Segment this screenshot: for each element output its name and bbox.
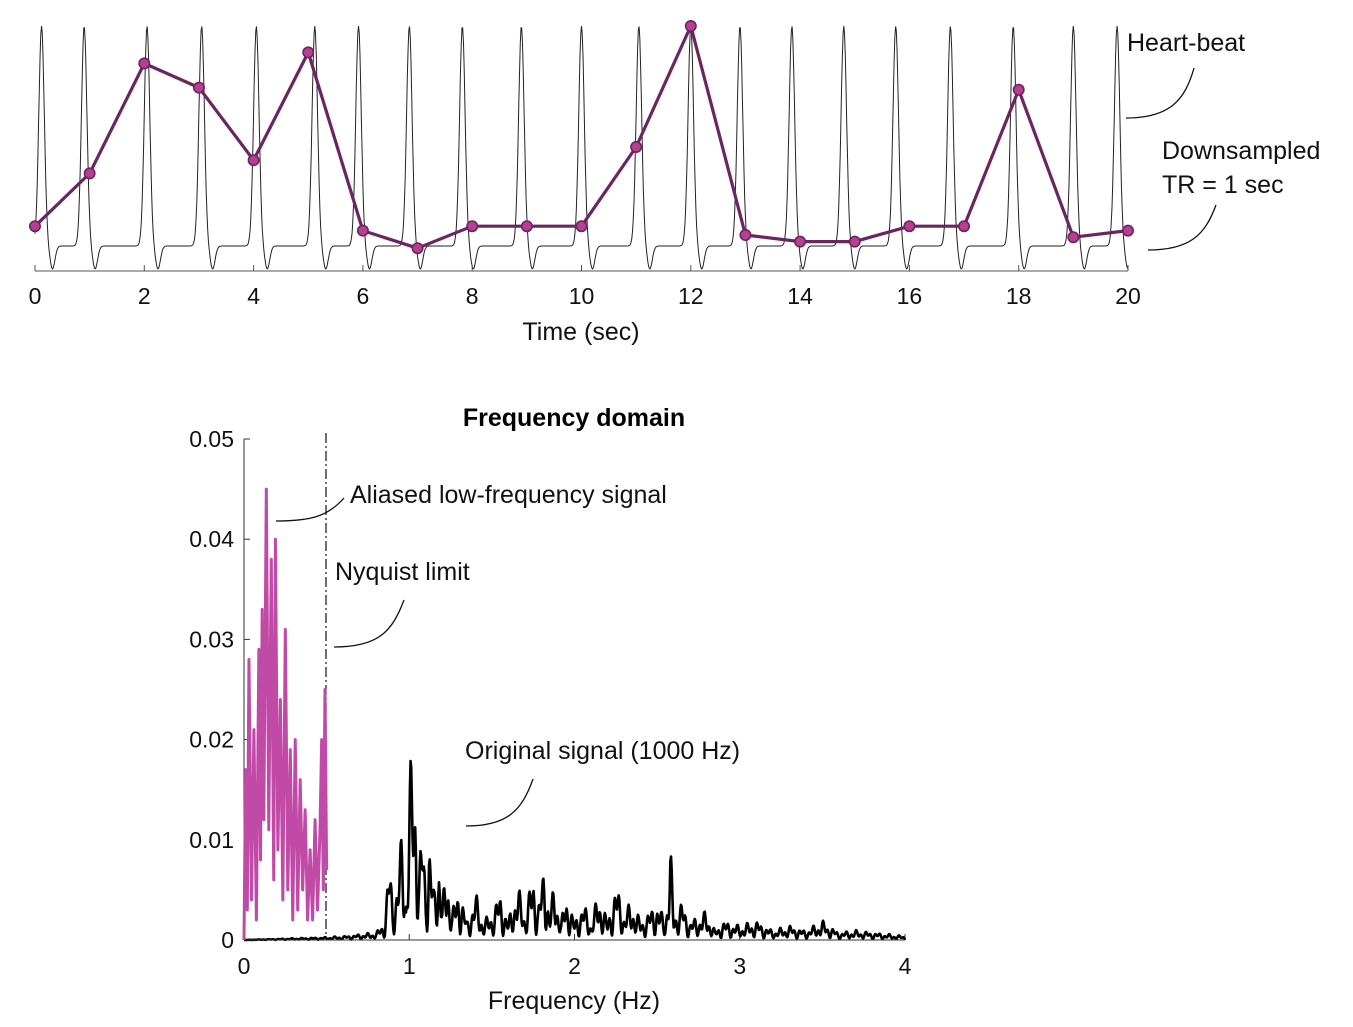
amplitude-tick-label: 0.05 <box>189 426 234 452</box>
heartbeat-trace-group <box>34 25 1129 270</box>
time-tick-label: 0 <box>29 283 42 309</box>
heartbeat-annotation-leader <box>1125 67 1195 119</box>
amplitude-tick-label: 0.01 <box>189 827 234 853</box>
downsampled-point <box>739 229 752 242</box>
downsampled-point <box>684 19 697 32</box>
frequency-tick-label: 0 <box>238 953 251 979</box>
downsampled-point <box>28 220 41 233</box>
downsampled-line <box>33 24 1129 250</box>
aliased-signal-leader <box>275 497 345 522</box>
downsampled-point <box>520 220 533 233</box>
downsampled-point <box>302 46 315 59</box>
nyquist-annotation: Nyquist limit <box>335 558 470 586</box>
downsampled-point <box>630 141 643 154</box>
tr-annotation: TR = 1 sec <box>1162 171 1284 199</box>
frequency-tick-label: 3 <box>733 953 746 979</box>
frequency-axis-label: Frequency (Hz) <box>488 987 660 1015</box>
downsampled-point <box>466 220 479 233</box>
downsampled-point <box>1122 224 1135 237</box>
frequency-tick-label: 1 <box>403 953 416 979</box>
frequency-tick-label: 2 <box>568 953 581 979</box>
aliased-signal-annotation: Aliased low-frequency signal <box>350 481 667 509</box>
downsampled-point <box>356 224 369 237</box>
downsampled-point <box>575 220 588 233</box>
heartbeat-trace <box>34 25 1129 270</box>
downsampled-point <box>411 242 424 255</box>
time-tick-label: 20 <box>1115 283 1141 309</box>
time-tick-label: 10 <box>569 283 595 309</box>
downsampled-point <box>138 57 151 70</box>
frequency-tick-label: 4 <box>899 953 912 979</box>
original-signal-leader <box>465 778 534 827</box>
amplitude-tick-label: 0.02 <box>189 727 234 753</box>
downsampled-annotation-leader <box>1147 204 1217 251</box>
downsampled-point <box>192 81 205 94</box>
heartbeat-annotation: Heart-beat <box>1127 29 1245 57</box>
amplitude-tick-label: 0.03 <box>189 626 234 652</box>
downsampled-point <box>903 220 916 233</box>
time-tick-label: 14 <box>787 283 813 309</box>
time-domain-panel: 0 2 4 6 8 10 12 14 16 18 20 Time (sec) Heart-beat … <box>28 19 1320 346</box>
time-tick-label: 4 <box>247 283 260 309</box>
aliased-spectrum-line <box>242 487 329 941</box>
downsampled-point <box>247 154 260 167</box>
original-spectrum-line <box>243 759 907 942</box>
downsampled-series-group <box>28 19 1135 255</box>
time-axis-label: Time (sec) <box>522 318 639 346</box>
downsampled-point <box>1067 231 1080 244</box>
downsampled-annotation: Downsampled <box>1162 137 1320 165</box>
downsampled-point <box>848 235 861 248</box>
frequency-domain-panel: Frequency domain 0 1 2 3 400.010.020.030.040… <box>189 404 911 1015</box>
frequency-chart-title: Frequency domain <box>463 404 685 432</box>
original-signal-annotation: Original signal (1000 Hz) <box>465 737 740 765</box>
time-tick-label: 18 <box>1006 283 1032 309</box>
time-axis-ticks: 0 2 4 6 8 10 12 14 16 18 20 <box>29 265 1141 309</box>
frequency-axis-ticks: 0 1 2 3 4 0 0.01 0.02 0.03 0.04 0.05 <box>189 426 911 979</box>
amplitude-tick-label: 0 <box>221 927 234 953</box>
spectrum-series-group <box>242 487 907 942</box>
downsampled-point <box>1012 83 1025 96</box>
time-tick-label: 2 <box>138 283 151 309</box>
time-tick-label: 12 <box>678 283 704 309</box>
time-tick-label: 16 <box>897 283 923 309</box>
downsampled-point <box>958 220 971 233</box>
nyquist-annotation-leader <box>333 599 405 648</box>
downsampled-point <box>83 167 96 180</box>
time-tick-label: 8 <box>466 283 479 309</box>
time-tick-label: 6 <box>357 283 370 309</box>
downsampled-point <box>794 235 807 248</box>
amplitude-tick-label: 0.04 <box>189 526 234 552</box>
